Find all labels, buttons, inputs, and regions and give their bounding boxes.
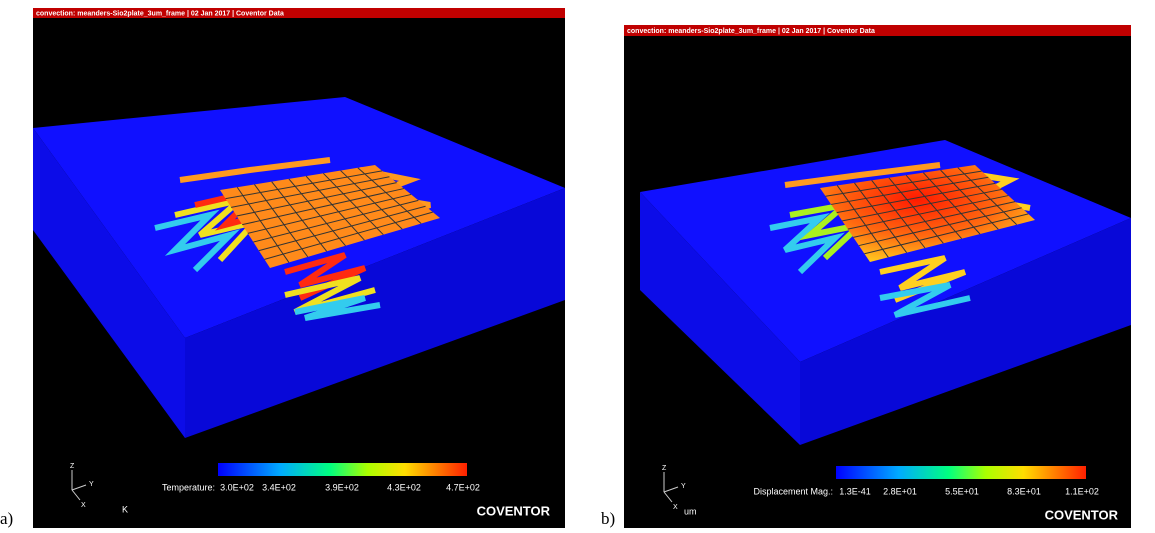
- legend-title: Temperature:: [162, 482, 215, 492]
- brand: COVENTOR: [1045, 507, 1119, 522]
- legend-tick: 4.7E+02: [446, 482, 480, 492]
- axis-label: Y: [681, 483, 686, 490]
- axis-label: X: [81, 502, 86, 509]
- legend-tick: 5.5E+01: [945, 486, 979, 496]
- legend-tick: 1.1E+02: [1065, 486, 1099, 496]
- legend-title: Displacement Mag.:: [753, 486, 833, 496]
- axis-label: X: [673, 504, 678, 511]
- brand: COVENTOR: [477, 503, 551, 518]
- colorbar: [836, 466, 1086, 479]
- colorbar: [218, 463, 467, 476]
- axis-label: Y: [89, 481, 94, 488]
- header-text: convection: meanders-Sio2plate_3um_frame…: [627, 28, 875, 35]
- page: {"panels": [ {"label": "a)", "header": "…: [0, 0, 1155, 533]
- unit: um: [684, 506, 697, 516]
- legend-tick: 3.4E+02: [262, 482, 296, 492]
- legend-tick: 3.0E+02: [220, 482, 254, 492]
- panel-a: convection: meanders-Sio2plate_3um_frame…: [33, 8, 565, 528]
- axis-label: Z: [70, 463, 75, 470]
- unit: K: [122, 504, 128, 514]
- legend-tick: 8.3E+01: [1007, 486, 1041, 496]
- panel-label: a): [0, 509, 13, 528]
- legend-tick: 2.8E+01: [883, 486, 917, 496]
- panel-b: convection: meanders-Sio2plate_3um_frame…: [624, 25, 1131, 528]
- figure: convection: meanders-Sio2plate_3um_frame…: [0, 0, 1155, 533]
- panel-label: b): [601, 509, 615, 528]
- axis-label: Z: [662, 465, 667, 472]
- legend-tick: 4.3E+02: [387, 482, 421, 492]
- header-text: convection: meanders-Sio2plate_3um_frame…: [36, 10, 284, 17]
- legend-tick: 3.9E+02: [325, 482, 359, 492]
- legend-tick: 1.3E-41: [839, 486, 871, 496]
